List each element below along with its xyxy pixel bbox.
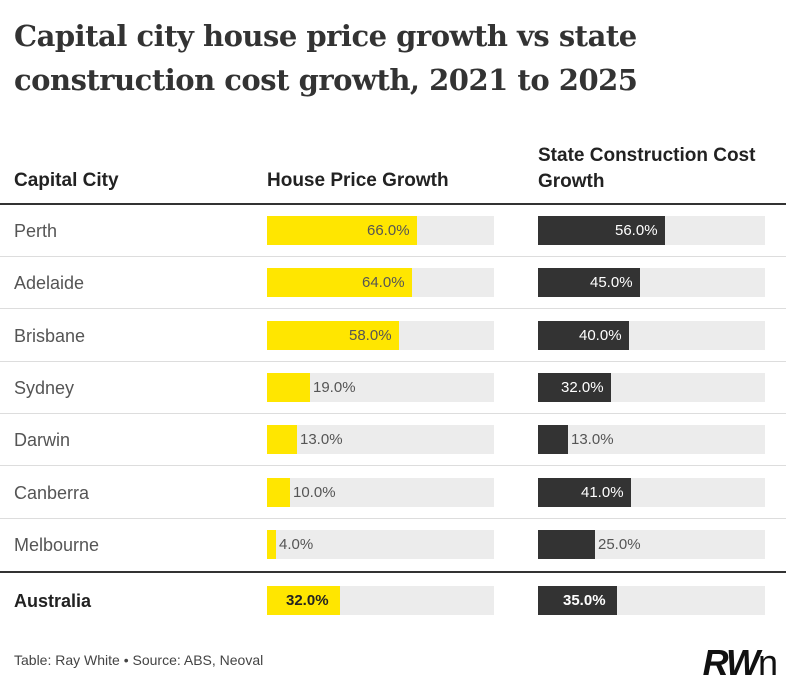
construction-bar-track: 56.0%	[538, 216, 765, 245]
house-bar	[267, 372, 310, 402]
house-bar-track: 64.0%	[267, 268, 494, 298]
total-divider	[0, 571, 786, 573]
city-name: Sydney	[14, 377, 75, 398]
construction-value-label: 25.0%	[598, 535, 641, 553]
logo-n: n	[757, 642, 778, 683]
house-bar	[267, 425, 297, 455]
table-row: Brisbane 58.0% 40.0%	[0, 310, 786, 362]
city-name: Darwin	[14, 430, 71, 451]
header-construction-line2: Growth	[538, 171, 605, 192]
city-name: Perth	[14, 221, 58, 241]
city-name: Canberra	[14, 482, 90, 503]
construction-value-label: 45.0%	[590, 274, 633, 292]
header-house-price-growth: House Price Growth	[267, 170, 449, 191]
construction-bar	[538, 216, 665, 245]
table-row: Perth 66.0% 56.0%	[0, 205, 786, 257]
header-construction-cost-growth: State Construction Cost Growth	[538, 143, 755, 195]
table-row: Canberra 10.0% 41.0%	[0, 467, 786, 519]
construction-bar	[538, 320, 629, 350]
ray-white-logo: RWn	[703, 643, 778, 683]
construction-bar	[538, 372, 611, 402]
table-row: Sydney 19.0% 32.0%	[0, 362, 786, 414]
header-construction-line1: State Construction Cost	[538, 145, 756, 166]
row-divider	[0, 360, 786, 362]
city-name: Adelaide	[14, 273, 85, 294]
house-bar-track: 10.0%	[267, 477, 494, 507]
construction-value-label: 13.0%	[571, 431, 614, 449]
construction-bar-track: 32.0%	[538, 372, 765, 402]
city-name: Melbourne	[14, 534, 100, 555]
construction-bar-track: 40.0%	[538, 320, 765, 350]
house-value-label: 4.0%	[279, 535, 314, 553]
chart-title: Capital city house price growth vs state…	[14, 19, 638, 97]
construction-bar-track: 41.0%	[538, 477, 765, 507]
row-divider	[0, 412, 786, 414]
construction-value-label: 56.0%	[615, 222, 658, 239]
construction-value-label: 35.0%	[563, 592, 606, 609]
house-bar-track: 58.0%	[267, 320, 494, 350]
city-name: Australia	[14, 591, 92, 611]
footer-source: Table: Ray White • Source: ABS, Neoval	[14, 652, 264, 668]
row-divider	[0, 465, 786, 467]
house-bar	[267, 586, 340, 615]
house-value-label: 66.0%	[367, 222, 410, 239]
construction-value-label: 41.0%	[581, 483, 624, 501]
house-bar	[267, 268, 412, 298]
table-row: Adelaide 64.0% 45.0%	[0, 257, 786, 310]
house-value-label: 58.0%	[349, 326, 392, 344]
house-bar	[267, 477, 290, 507]
house-bar	[267, 320, 399, 350]
construction-bar-track: 45.0%	[538, 268, 765, 298]
construction-bar-track: 35.0%	[538, 586, 765, 615]
row-divider	[0, 256, 786, 257]
house-value-label: 64.0%	[362, 274, 405, 292]
house-value-label: 32.0%	[286, 592, 329, 609]
total-row: Australia 32.0% 35.0%	[0, 575, 786, 627]
row-divider	[0, 308, 786, 310]
construction-bar	[538, 425, 568, 455]
house-bar-track: 13.0%	[267, 425, 494, 455]
table-row: Darwin 13.0% 13.0%	[0, 414, 786, 467]
house-value-label: 10.0%	[293, 483, 336, 501]
construction-bar	[538, 477, 631, 507]
construction-bar	[538, 268, 640, 298]
house-bar-track: 4.0%	[267, 529, 494, 559]
logo-rw: RW	[702, 642, 760, 683]
house-value-label: 13.0%	[300, 431, 343, 449]
construction-value-label: 32.0%	[561, 378, 604, 396]
construction-bar-track: 13.0%	[538, 425, 765, 455]
row-divider	[0, 517, 786, 519]
house-value-label: 19.0%	[313, 378, 356, 396]
construction-bar	[538, 529, 595, 559]
header-capital-city: Capital City	[14, 170, 119, 191]
city-name: Brisbane	[14, 325, 86, 346]
construction-bar-track: 25.0%	[538, 529, 765, 559]
house-bar	[267, 216, 417, 245]
house-bar-track: 19.0%	[267, 372, 494, 402]
house-bar-track: 66.0%	[267, 216, 494, 245]
house-bar-track: 32.0%	[267, 586, 494, 615]
header-divider	[0, 203, 786, 205]
house-bar	[267, 529, 276, 559]
table-row: Melbourne 4.0% 25.0%	[0, 519, 786, 571]
construction-value-label: 40.0%	[579, 326, 622, 344]
construction-bar	[538, 586, 617, 615]
